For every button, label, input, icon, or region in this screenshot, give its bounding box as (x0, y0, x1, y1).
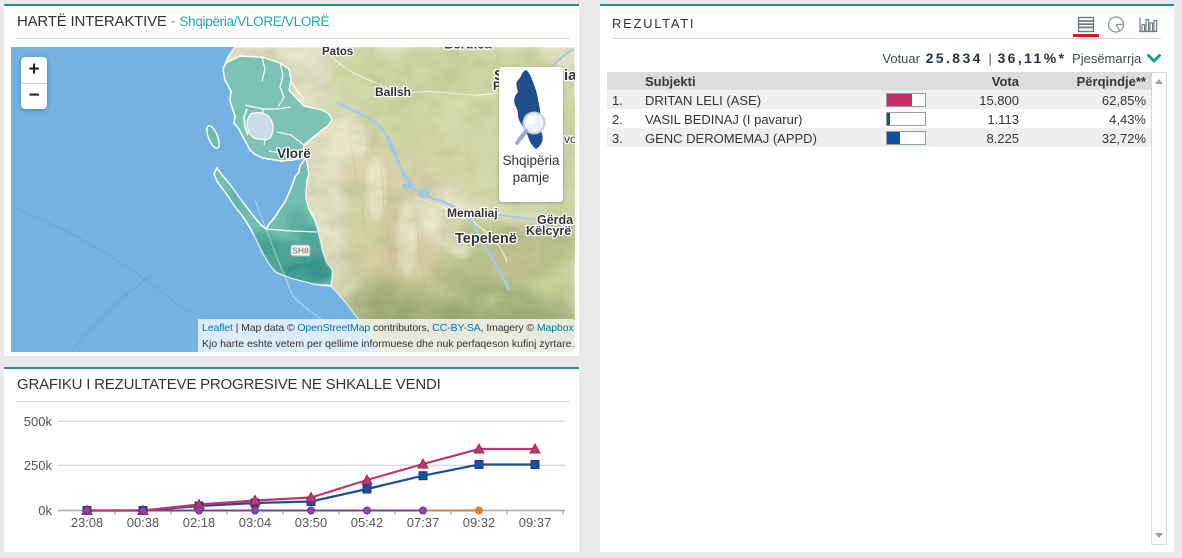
svg-text:Këlcyrë: Këlcyrë (526, 224, 571, 238)
svg-text:23:08: 23:08 (71, 515, 104, 530)
svg-text:ia: ia (564, 67, 575, 84)
svg-text:Tepelenë: Tepelenë (455, 231, 517, 247)
svg-text:03:50: 03:50 (295, 515, 328, 530)
svg-text:500k: 500k (24, 414, 53, 429)
svg-text:Vlorë: Vlorë (277, 146, 311, 161)
svg-text:Memaliaj: Memaliaj (447, 206, 498, 220)
svg-text:P: P (493, 79, 501, 93)
svg-text:07:37: 07:37 (407, 515, 440, 530)
svg-text:vo: vo (564, 132, 575, 146)
svg-text:Ballsh: Ballsh (375, 85, 411, 99)
svg-text:Gërda: Gërda (537, 213, 574, 227)
svg-text:03:04: 03:04 (239, 515, 272, 530)
svg-text:SH8: SH8 (292, 246, 309, 256)
svg-text:00:38: 00:38 (127, 515, 160, 530)
svg-text:05:42: 05:42 (351, 515, 384, 530)
svg-text:02:18: 02:18 (183, 515, 216, 530)
svg-text:0k: 0k (38, 503, 52, 518)
svg-text:Bërdica: Bërdica (444, 47, 492, 52)
svg-text:09:32: 09:32 (463, 515, 496, 530)
svg-text:Patos: Patos (322, 47, 353, 58)
svg-text:09:37: 09:37 (519, 515, 552, 530)
svg-text:250k: 250k (24, 458, 53, 473)
